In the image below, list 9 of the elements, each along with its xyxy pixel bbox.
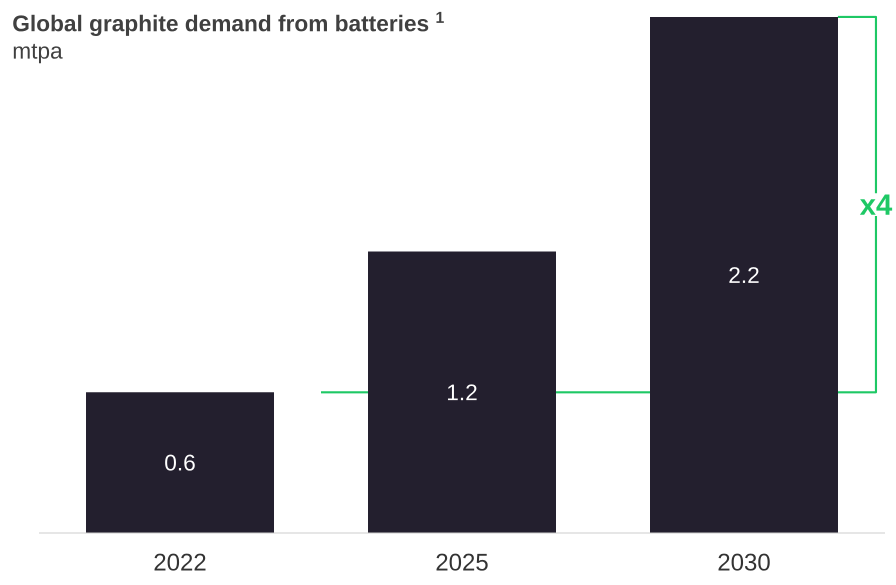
x-tick-label: 2030 <box>718 554 770 571</box>
text: mtpa <box>14 44 63 64</box>
data-label: 1.2 <box>448 384 477 400</box>
x-tick-label: 2022 <box>154 554 206 571</box>
data-label: 0.6 <box>165 454 195 471</box>
chart-title: Global graphite demand from batteries $^{1}$ <box>13 12 444 36</box>
annotation: x4 <box>860 194 892 215</box>
x-tick-label: 2025 <box>436 554 488 571</box>
data-label: 2.2 <box>729 267 759 283</box>
